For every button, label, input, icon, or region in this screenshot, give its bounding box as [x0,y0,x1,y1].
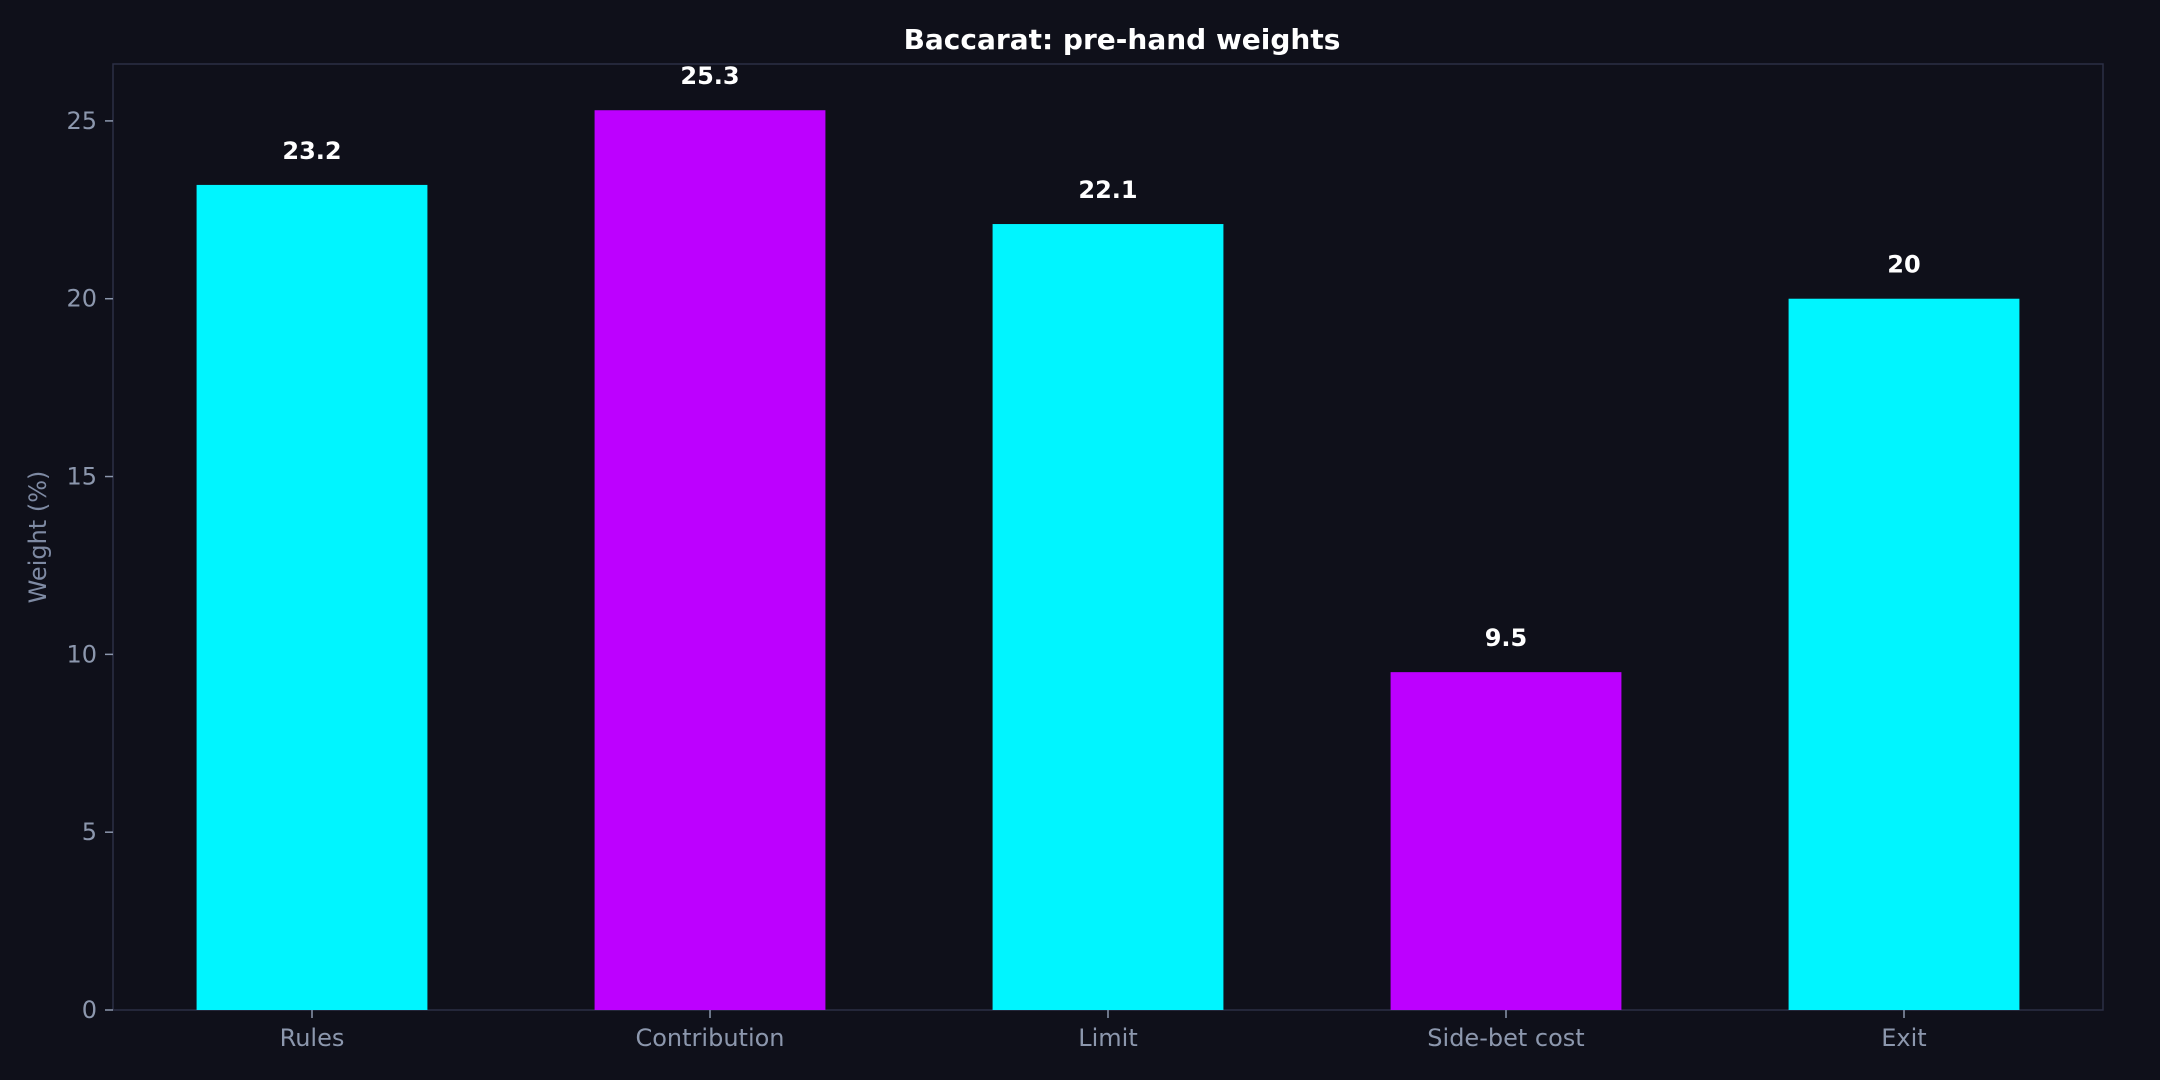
bar-3 [1390,672,1622,1010]
y-axis-label: Weight (%) [24,471,52,604]
x-tick-label-4: Exit [1881,1024,1926,1052]
value-label-2: 22.1 [1078,176,1137,204]
y-tick-label-5: 25 [66,107,97,135]
y-tick-label-1: 5 [82,818,97,846]
x-axis-ticks: Rules Contribution Limit Side-bet cost Exit [280,1010,1927,1052]
value-label-0: 23.2 [282,137,341,165]
value-label-4: 20 [1887,251,1920,279]
bars-group [196,110,2020,1010]
x-tick-label-2: Limit [1078,1024,1138,1052]
value-label-1: 25.3 [680,62,739,90]
x-tick-label-0: Rules [280,1024,345,1052]
y-tick-label-4: 20 [66,285,97,313]
y-axis-ticks: 0 5 10 15 20 25 [66,107,113,1024]
bar-0 [196,184,428,1010]
bar-1 [594,110,826,1010]
x-tick-label-1: Contribution [635,1024,784,1052]
y-tick-label-0: 0 [82,996,97,1024]
y-tick-label-3: 15 [66,463,97,491]
x-tick-label-3: Side-bet cost [1427,1024,1584,1052]
bar-4 [1788,298,2020,1010]
bar-2 [992,224,1224,1010]
chart-title: Baccarat: pre-hand weights [904,23,1341,56]
value-labels-group: 23.2 25.3 22.1 9.5 20 [282,62,1920,652]
value-label-3: 9.5 [1485,624,1528,652]
y-tick-label-2: 10 [66,640,97,668]
